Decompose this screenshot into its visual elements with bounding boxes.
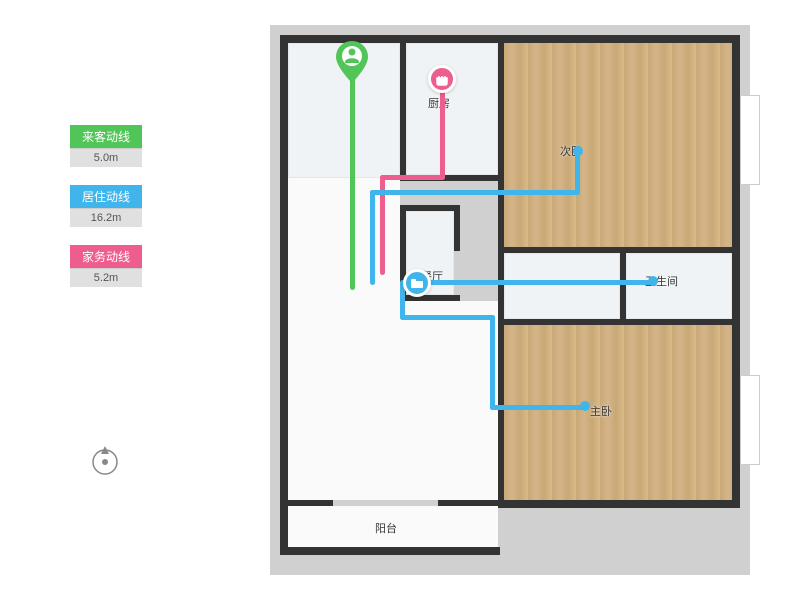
flow-living-seg <box>370 190 375 285</box>
chores-icon <box>428 65 456 93</box>
label-master-bedroom: 主卧 <box>590 403 612 419</box>
flow-chores-seg <box>440 80 445 180</box>
room-living-lower <box>288 301 498 500</box>
flow-living-seg <box>490 315 495 410</box>
flow-living-end <box>580 401 590 411</box>
flow-living-seg <box>575 150 580 195</box>
wall <box>732 35 740 505</box>
wall <box>454 205 460 251</box>
flow-living-seg <box>418 280 653 285</box>
flow-living-seg <box>400 315 495 320</box>
wall <box>498 500 740 508</box>
exterior-ledge <box>740 95 760 185</box>
legend-living-value: 16.2m <box>70 208 142 227</box>
legend-chores-value: 5.2m <box>70 268 142 287</box>
label-balcony: 阳台 <box>375 520 397 536</box>
room-bathroom <box>626 253 732 319</box>
label-kitchen: 厨房 <box>428 95 450 111</box>
legend-guest-value: 5.0m <box>70 148 142 167</box>
legend-item-living: 居住动线 16.2m <box>70 185 142 227</box>
flow-living-end <box>573 146 583 156</box>
compass-icon <box>85 440 125 485</box>
flow-living-end <box>648 276 658 286</box>
legend-chores-label: 家务动线 <box>70 245 142 268</box>
flow-chores-seg <box>380 175 445 180</box>
guest-start-icon <box>336 41 368 88</box>
wall <box>280 35 288 555</box>
floorplan: 厨房 次卧 客餐厅 卫生间 主卧 阳台 <box>270 25 750 575</box>
legend-guest-label: 来客动线 <box>70 125 142 148</box>
room-master-bedroom <box>504 325 732 500</box>
room-second-bedroom <box>504 43 732 247</box>
legend-item-guest: 来客动线 5.0m <box>70 125 142 167</box>
flow-living-seg <box>370 190 580 195</box>
legend-panel: 来客动线 5.0m 居住动线 16.2m 家务动线 5.2m <box>70 125 142 305</box>
legend-item-chores: 家务动线 5.2m <box>70 245 142 287</box>
wall <box>280 547 500 555</box>
flow-living-seg <box>490 405 585 410</box>
exterior-ledge <box>740 375 760 465</box>
living-icon <box>403 269 431 297</box>
legend-living-label: 居住动线 <box>70 185 142 208</box>
room-bath-ante <box>504 253 620 319</box>
room-kitchen <box>406 43 498 175</box>
flow-guest-seg <box>350 60 355 290</box>
